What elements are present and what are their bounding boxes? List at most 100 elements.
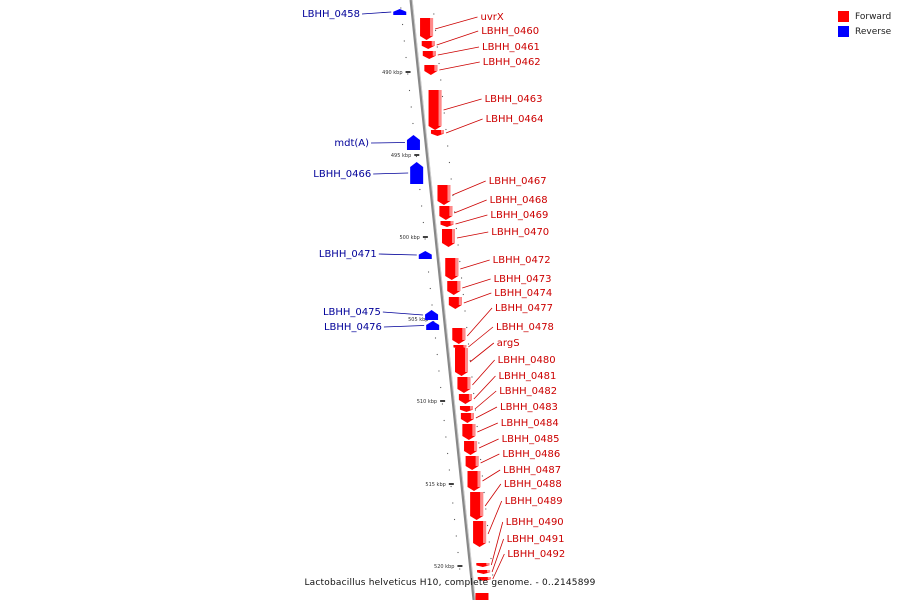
minor-tick [436,353,438,356]
gene-leader-line [468,326,494,348]
gene-forward-LBHH_0469 [440,221,454,227]
gene-shade [440,130,444,134]
gene-forward-LBHH_0461 [422,51,436,59]
gene-label-uvrX: uvrX [481,12,504,23]
minor-tick [441,95,444,98]
minor-tick [453,518,456,521]
gene-label-LBHH_0483: LBHH_0483 [500,402,558,413]
gene-leader-line [474,390,497,410]
genome-backbone-highlight [411,0,476,600]
gene-forward-LBHH_0486 [465,456,479,470]
gene-shade [487,577,491,580]
gene-shade [431,41,435,46]
gene-label-LBHH_0481: LBHH_0481 [498,371,556,382]
gene-label-LBHH_0476: LBHH_0476 [324,322,382,333]
legend-item-reverse: Reverse [838,24,891,39]
gene-leader-line [480,453,500,464]
gene-leader-line [371,142,405,144]
gene-label-LBHH_0485: LBHH_0485 [502,434,560,445]
minor-tick [434,337,437,339]
gene-forward-LBHH_0462 [424,65,438,75]
gene-leader-line [491,538,504,573]
gene-leader-line [473,375,496,400]
gene-shade [450,221,454,225]
minor-tick [419,188,421,191]
gene-shade [463,345,467,348]
gene-shade [480,492,484,516]
minor-tick [450,178,452,180]
minor-tick [490,557,492,560]
gene-label-LBHH_0469: LBHH_0469 [490,210,548,221]
gene-leader-line [373,172,409,175]
gene-leader-line [482,469,501,482]
minor-tick [408,89,411,92]
legend-label-reverse: Reverse [855,26,892,37]
gene-shade [449,206,453,216]
gene-label-mdt(A): mdt(A) [334,138,369,149]
gene-forward-LBHH_0490 [476,563,490,567]
minor-tick [448,469,450,471]
minor-tick [486,524,489,527]
minor-tick [474,409,477,411]
gene-label-LBHH_0492: LBHH_0492 [507,549,565,560]
gene-label-LBHH_0477: LBHH_0477 [495,303,553,314]
legend-label-forward: Forward [855,11,892,22]
minor-tick [433,13,435,15]
gene-shade [486,563,490,566]
minor-tick [459,260,461,263]
gene-shade [472,424,476,436]
gene-label-LBHH_0468: LBHH_0468 [490,195,548,206]
gene-label-LBHH_0478: LBHH_0478 [496,322,554,333]
minor-tick [429,287,431,290]
gene-forward-LBHH_0463 [428,90,442,130]
gene-label-LBHH_0480: LBHH_0480 [498,355,556,366]
gene-reverse-mdt(A) [406,135,420,150]
gene-leader-line [361,11,392,15]
gene-leader-line [462,278,491,289]
gene-label-LBHH_0460: LBHH_0460 [481,26,539,37]
legend-item-forward: Forward [838,9,891,24]
gene-forward-LBHH_0484 [462,424,476,440]
gene-label-LBHH_0487: LBHH_0487 [503,465,561,476]
gene-forward-LBHH_0492 [477,577,491,581]
gene-leader-line [490,521,504,566]
gene-shade [451,229,455,243]
forward-swatch-icon [838,11,849,22]
minor-tick [434,29,437,32]
gene-label-LBHH_0486: LBHH_0486 [502,449,560,460]
gene-leader-line [487,500,503,535]
gene-reverse-LBHH_0476 [426,321,440,330]
gene-forward-LBHH_0488 [470,492,484,520]
minor-tick [400,7,402,9]
gene-label-LBHH_0484: LBHH_0484 [501,418,559,429]
minor-tick [431,304,433,306]
gene-forward-LBHH_0473 [447,281,461,295]
minor-tick [469,359,471,362]
minor-tick [492,574,494,576]
gene-label-LBHH_0488: LBHH_0488 [504,479,562,490]
gene-forward-uvrX [420,18,434,40]
minor-tick [415,155,418,158]
gene-shade [447,185,451,201]
minor-tick [445,436,447,438]
gene-leader-line [382,311,424,316]
minor-tick [441,403,444,405]
minor-tick [476,425,478,428]
gene-label-LBHH_0470: LBHH_0470 [491,227,549,238]
minor-tick [455,227,457,230]
scale-tick-label: 510 kbp [417,399,437,405]
gene-forward-LBHH_0477 [452,328,466,344]
minor-tick [464,310,466,312]
minor-tick [481,475,483,477]
minor-tick [407,73,409,75]
gene-shade [430,18,434,36]
gene-label-LBHH_0491: LBHH_0491 [507,534,565,545]
minor-tick [447,452,449,455]
minor-tick [483,491,485,494]
minor-tick [480,458,482,461]
gene-reverse-LBHH_0466 [410,162,424,184]
gene-shade [432,51,436,56]
gene-shade [475,456,479,466]
gene-leader-line [454,199,487,214]
